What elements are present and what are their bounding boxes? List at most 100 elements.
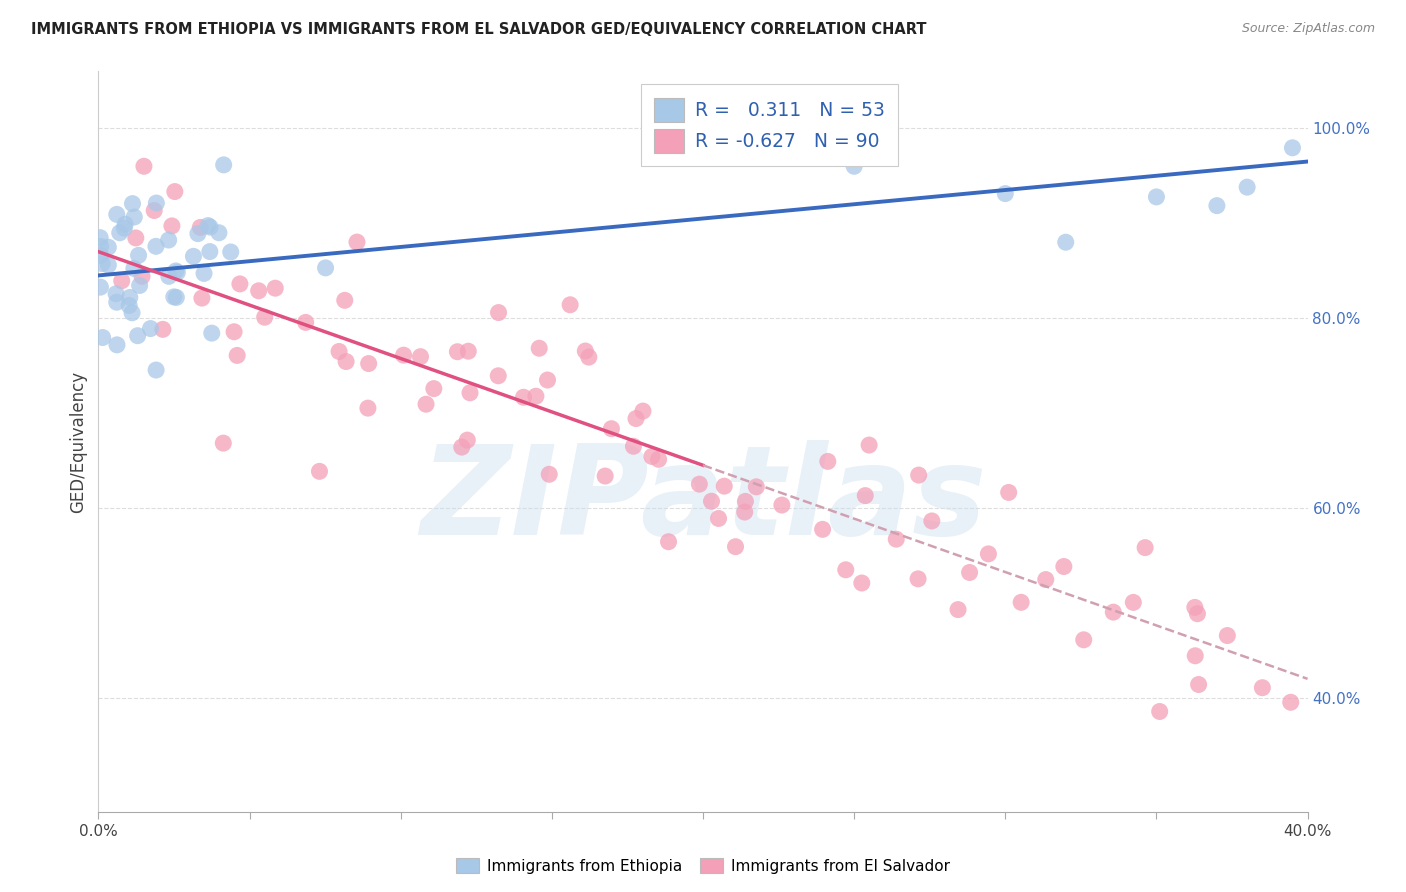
Point: [997, 485, 1019, 500]
Legend: R =   0.311   N = 53, R = -0.627   N = 90: R = 0.311 N = 53, R = -0.627 N = 90: [641, 85, 898, 167]
Point: [1206, 199, 1229, 213]
Point: [851, 576, 873, 591]
Point: [145, 363, 167, 377]
Point: [1133, 541, 1156, 555]
Point: [700, 494, 723, 508]
Point: [631, 404, 654, 418]
Point: [247, 284, 270, 298]
Point: [1053, 559, 1076, 574]
Point: [114, 217, 136, 231]
Point: [853, 489, 876, 503]
Point: [105, 338, 128, 352]
Point: [456, 433, 478, 447]
Point: [357, 357, 380, 371]
Point: [692, 136, 714, 150]
Point: [108, 226, 131, 240]
Point: [90, 248, 112, 262]
Point: [921, 514, 943, 528]
Point: [1102, 605, 1125, 619]
Point: [121, 306, 143, 320]
Point: [111, 274, 134, 288]
Point: [1122, 595, 1144, 609]
Point: [450, 440, 472, 454]
Point: [128, 278, 150, 293]
Point: [143, 203, 166, 218]
Point: [121, 196, 143, 211]
Text: ZIPatlas: ZIPatlas: [420, 441, 986, 561]
Point: [734, 505, 756, 519]
Point: [713, 479, 735, 493]
Point: [457, 344, 479, 359]
Point: [1184, 648, 1206, 663]
Point: [724, 540, 747, 554]
Point: [423, 382, 446, 396]
Point: [163, 290, 186, 304]
Point: [415, 397, 437, 411]
Point: [124, 210, 146, 224]
Point: [212, 158, 235, 172]
Point: [89, 280, 111, 294]
Point: [139, 321, 162, 335]
Point: [131, 269, 153, 284]
Point: [160, 219, 183, 233]
Point: [91, 330, 114, 344]
Point: [536, 373, 558, 387]
Point: [188, 220, 211, 235]
Point: [198, 244, 221, 259]
Point: [222, 325, 245, 339]
Point: [333, 293, 356, 308]
Point: [152, 322, 174, 336]
Point: [157, 269, 180, 284]
Point: [1144, 190, 1167, 204]
Point: [600, 422, 623, 436]
Point: [1010, 595, 1032, 609]
Point: [977, 547, 1000, 561]
Point: [835, 563, 858, 577]
Point: [163, 185, 186, 199]
Point: [157, 233, 180, 247]
Point: [346, 235, 368, 249]
Point: [226, 348, 249, 362]
Point: [1279, 695, 1302, 709]
Point: [127, 328, 149, 343]
Point: [118, 290, 141, 304]
Point: [409, 350, 432, 364]
Point: [1073, 632, 1095, 647]
Point: [264, 281, 287, 295]
Point: [193, 267, 215, 281]
Point: [122, 261, 145, 276]
Point: [657, 534, 679, 549]
Point: [197, 219, 219, 233]
Point: [1251, 681, 1274, 695]
Point: [105, 295, 128, 310]
Point: [512, 390, 534, 404]
Point: [994, 186, 1017, 201]
Point: [1054, 235, 1077, 250]
Point: [91, 256, 114, 270]
Point: [89, 230, 111, 244]
Point: [641, 450, 664, 464]
Point: [219, 244, 242, 259]
Point: [623, 439, 645, 453]
Point: [593, 469, 616, 483]
Point: [647, 452, 669, 467]
Point: [165, 264, 187, 278]
Point: [817, 454, 839, 468]
Point: [844, 159, 866, 173]
Point: [770, 498, 793, 512]
Point: [488, 305, 510, 319]
Point: [187, 227, 209, 241]
Point: [392, 348, 415, 362]
Point: [1187, 677, 1209, 691]
Point: [328, 344, 350, 359]
Point: [907, 572, 929, 586]
Point: [105, 207, 128, 221]
Point: [145, 196, 167, 211]
Point: [357, 401, 380, 416]
Point: [1187, 607, 1209, 621]
Point: [308, 464, 330, 478]
Point: [198, 220, 221, 235]
Point: [125, 231, 148, 245]
Point: [229, 277, 252, 291]
Point: [1035, 573, 1057, 587]
